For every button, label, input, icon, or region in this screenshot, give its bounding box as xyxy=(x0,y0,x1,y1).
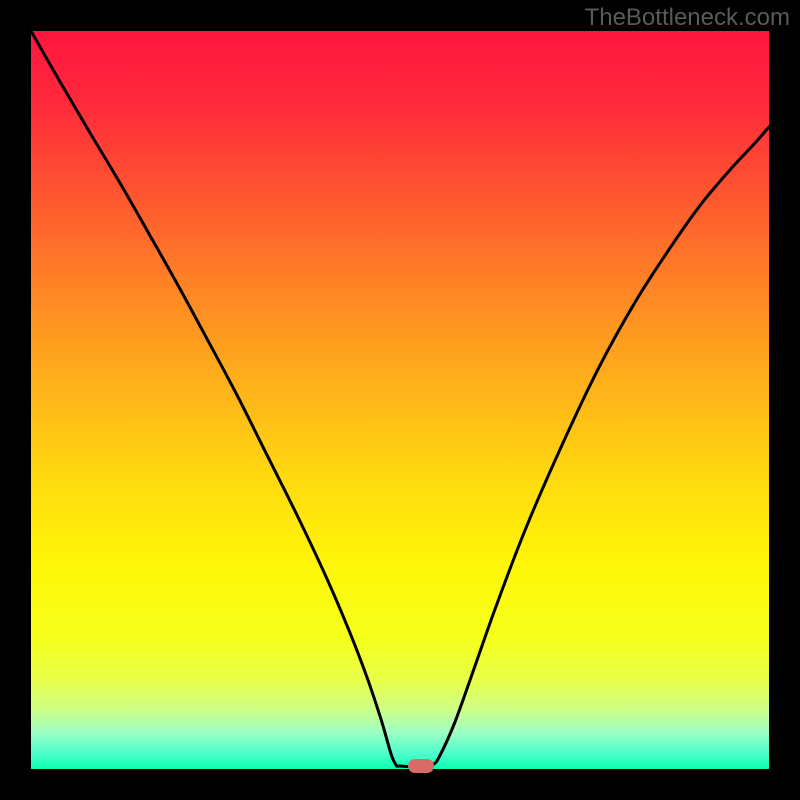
notch-marker xyxy=(408,759,434,773)
chart-container: TheBottleneck.com xyxy=(0,0,800,800)
watermark-text: TheBottleneck.com xyxy=(585,4,790,32)
plot-area xyxy=(31,31,769,769)
bottleneck-curve xyxy=(31,31,769,767)
curve-svg xyxy=(31,31,769,769)
